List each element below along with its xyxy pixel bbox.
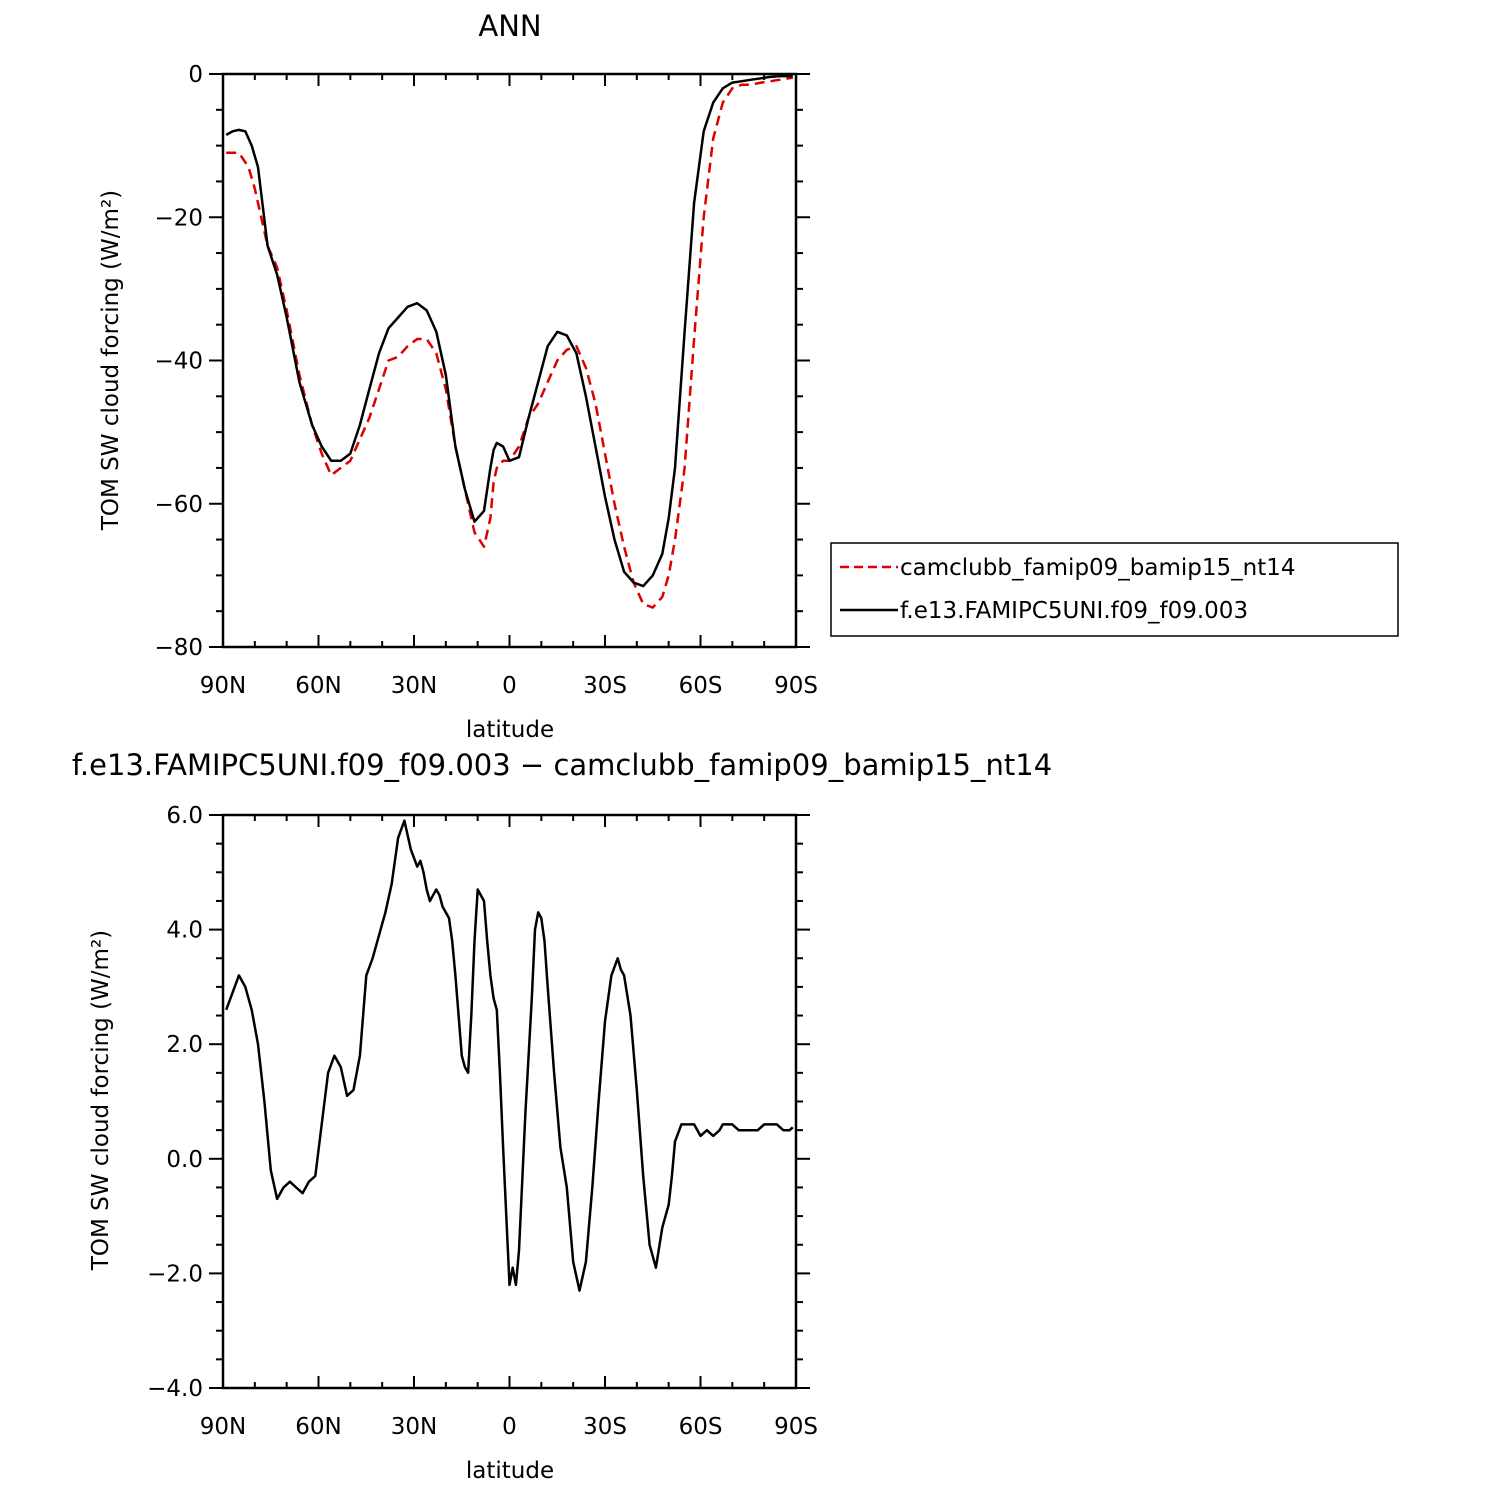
x-tick-label: 90S — [774, 673, 818, 699]
x-tick-label: 90S — [774, 1414, 818, 1440]
bottom-tick-labels: 90N 60N 30N 0 30S 60S 90S 6.0 4.0 2.0 0.0 −2.0 −4.0 — [147, 803, 818, 1440]
x-tick-label: 90N — [200, 673, 246, 699]
y-tick-label: −40 — [154, 349, 203, 375]
legend-label-reference: camclubb_famip09_bamip15_nt14 — [900, 555, 1296, 581]
x-tick-label: 90N — [200, 1414, 246, 1440]
legend-box — [830, 542, 1399, 637]
x-tick-label: 30S — [583, 1414, 627, 1440]
bottom-y-axis-label: TOM SW cloud forcing (W/m²) — [88, 930, 114, 1271]
y-tick-label: −2.0 — [147, 1261, 203, 1287]
x-tick-label: 30N — [391, 1414, 437, 1440]
y-tick-label: 2.0 — [166, 1032, 203, 1058]
top-plot-frame — [221, 72, 798, 649]
y-tick-label: −4.0 — [147, 1376, 203, 1402]
bottom-chart-title: f.e13.FAMIPC5UNI.f09_f09.003 − camclubb_… — [72, 748, 1052, 782]
y-tick-label: 4.0 — [166, 918, 203, 944]
top-tick-labels: 90N 60N 30N 0 30S 60S 90S 0 −20 −40 −60 −80 — [154, 62, 817, 699]
bottom-panel: f.e13.FAMIPC5UNI.f09_f09.003 − camclubb_… — [72, 748, 1052, 1484]
top-panel: ANN 90N 60N 30N 0 30S 60S 90S 0 −20 −40 −60 −80 lat… — [98, 9, 818, 743]
legend-label-model: f.e13.FAMIPC5UNI.f09_f09.003 — [900, 598, 1248, 624]
top-chart-title: ANN — [478, 9, 541, 43]
top-x-axis-label: latitude — [466, 717, 554, 743]
x-tick-label: 60S — [679, 673, 723, 699]
legend: camclubb_famip09_bamip15_nt14 f.e13.FAMI… — [830, 542, 1399, 637]
x-tick-label: 60N — [295, 1414, 341, 1440]
bottom-plot-frame — [221, 813, 798, 1390]
y-tick-label: −60 — [154, 492, 203, 518]
top-plot-series — [225, 74, 794, 609]
x-tick-label: 0 — [502, 1414, 517, 1440]
y-tick-label: 0 — [188, 62, 203, 88]
series-line-reference — [226, 76, 794, 609]
x-tick-label: 60S — [679, 1414, 723, 1440]
top-y-axis-label: TOM SW cloud forcing (W/m²) — [98, 190, 124, 531]
x-tick-label: 0 — [502, 673, 517, 699]
x-tick-label: 30S — [583, 673, 627, 699]
series-line-model — [225, 819, 794, 1292]
y-tick-label: −80 — [154, 635, 203, 661]
x-tick-label: 60N — [295, 673, 341, 699]
y-tick-label: −20 — [154, 205, 203, 231]
bottom-x-axis-label: latitude — [466, 1458, 554, 1484]
x-tick-label: 30N — [391, 673, 437, 699]
series-line-model — [225, 74, 793, 588]
y-tick-label: 0.0 — [166, 1147, 203, 1173]
bottom-plot-series — [225, 819, 794, 1292]
y-tick-label: 6.0 — [166, 803, 203, 829]
